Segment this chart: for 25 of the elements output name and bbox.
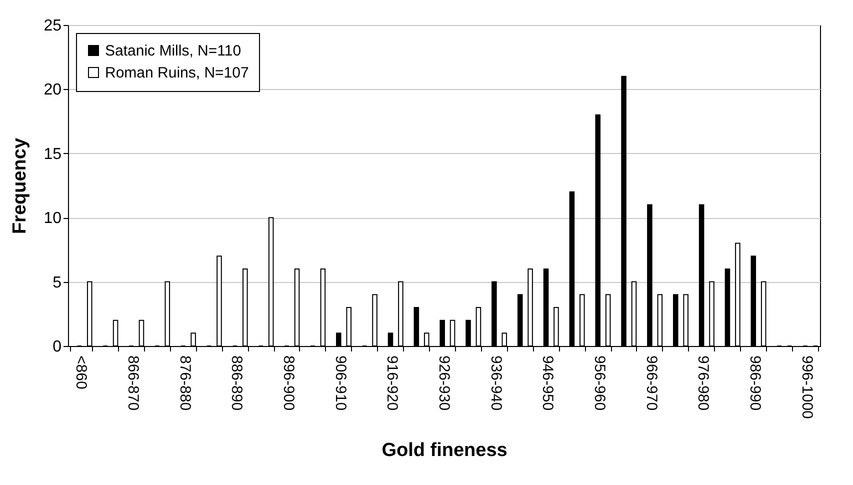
y-tick-label: 25 <box>44 18 62 34</box>
x-tick-label: 916-920 <box>384 356 401 411</box>
y-tick-label: 10 <box>44 210 62 228</box>
x-tick-label: 946-950 <box>539 356 556 411</box>
y-axis-title: Frequency <box>10 138 31 234</box>
x-axis-title: Gold fineness <box>382 440 508 461</box>
y-tick-label: 0 <box>52 338 62 356</box>
legend-label: Roman Ruins, N=107 <box>105 64 249 82</box>
x-tick-label: 866-870 <box>124 356 142 411</box>
x-tick-label: 936-940 <box>487 356 504 411</box>
x-tick-label: <860 <box>72 356 90 390</box>
x-tick-label: 986-990 <box>746 356 764 411</box>
x-tick-label: 886-890 <box>228 356 246 411</box>
legend-label: Satanic Mills, N=110 <box>105 42 242 60</box>
y-tick-label: 20 <box>44 82 62 99</box>
x-tick-label: 996-1000 <box>798 356 816 419</box>
x-tick-label: 896-900 <box>280 356 297 411</box>
x-tick-label: 966-970 <box>642 356 660 411</box>
x-tick-label: 906-910 <box>332 356 349 411</box>
x-tick-label: 956-960 <box>591 356 608 411</box>
y-tick-label: 15 <box>44 146 62 163</box>
x-tick-label: 876-880 <box>176 356 194 411</box>
x-tick-label: 926-930 <box>436 356 452 411</box>
y-tick-label: 5 <box>52 274 62 292</box>
x-tick-label: 976-980 <box>694 356 712 411</box>
